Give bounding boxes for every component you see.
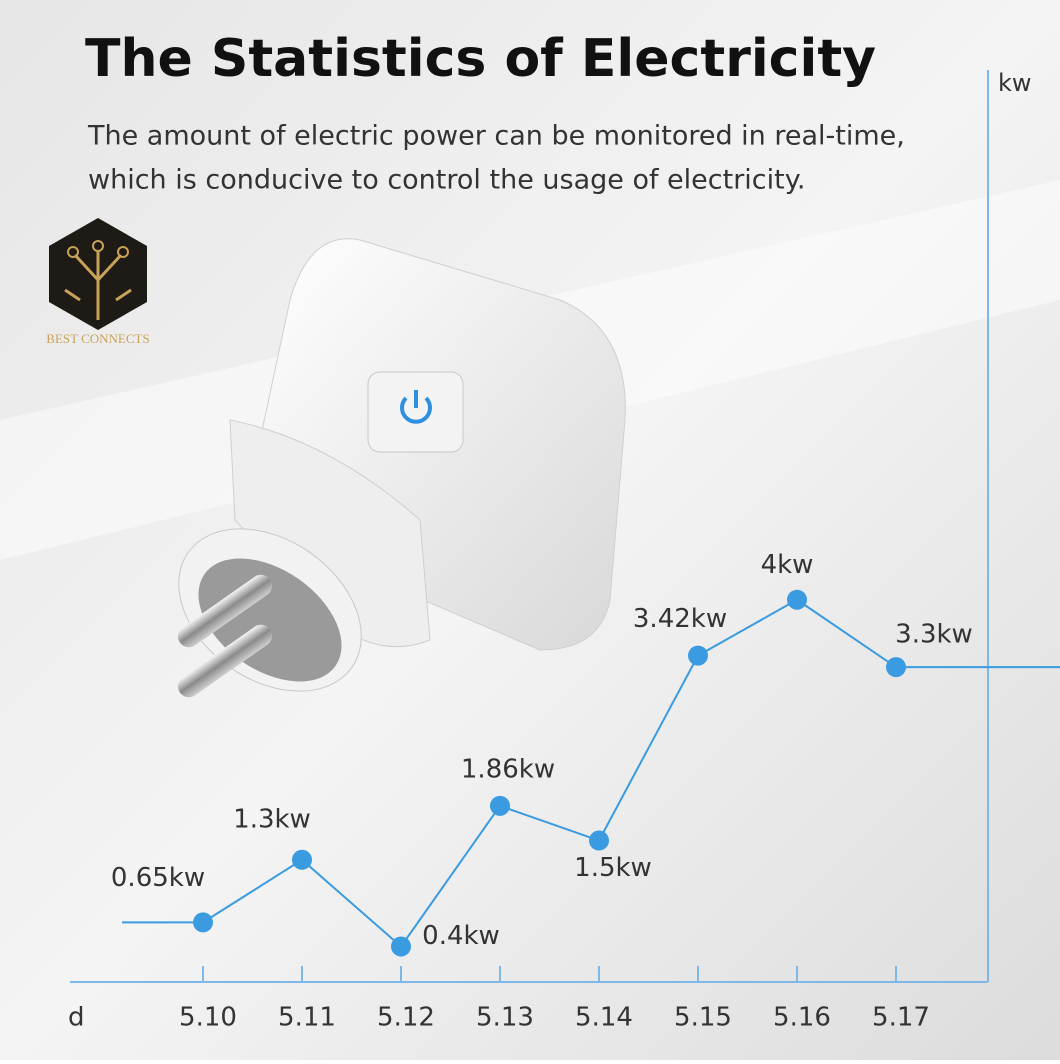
- data-label: 3.42kw: [633, 604, 727, 634]
- point: [193, 912, 213, 933]
- x-axis-label: d: [68, 1003, 85, 1033]
- point: [886, 657, 906, 678]
- data-label: 4kw: [761, 550, 814, 580]
- point: [490, 795, 510, 816]
- line: [202, 598, 897, 948]
- data-label: 0.4kw: [422, 921, 500, 951]
- subtitle: which is conducive to control the usage …: [88, 165, 805, 196]
- subtitle: The amount of electric power can be moni…: [87, 121, 905, 152]
- logo: BEST CONNECTS: [46, 218, 150, 346]
- data-label: 1.5kw: [574, 853, 652, 883]
- x-tick-label: 5.10: [179, 1003, 237, 1033]
- x-tick-label: 5.13: [476, 1003, 534, 1033]
- chart-title: The Statistics of Electricity: [85, 29, 876, 89]
- x-tick-label: 5.15: [674, 1003, 732, 1033]
- point: [787, 589, 807, 610]
- logo-text: BEST CONNECTS: [46, 331, 149, 346]
- point: [292, 849, 312, 870]
- x-tick-label: 5.14: [575, 1003, 633, 1033]
- data-label: 1.3kw: [233, 804, 311, 834]
- x-tick-label: 5.17: [872, 1003, 930, 1033]
- y-axis-label: kw: [998, 69, 1032, 97]
- x-tick-label: 5.16: [773, 1003, 831, 1033]
- data-label: 3.3kw: [895, 620, 973, 650]
- data-label: 0.65kw: [111, 863, 205, 893]
- data-label: 1.86kw: [461, 754, 555, 784]
- point: [391, 936, 411, 957]
- x-tick-label: 5.11: [278, 1003, 336, 1033]
- smart-plug: [177, 238, 626, 698]
- point: [589, 830, 609, 851]
- x-tick-label: 5.12: [377, 1003, 435, 1033]
- point: [688, 645, 708, 666]
